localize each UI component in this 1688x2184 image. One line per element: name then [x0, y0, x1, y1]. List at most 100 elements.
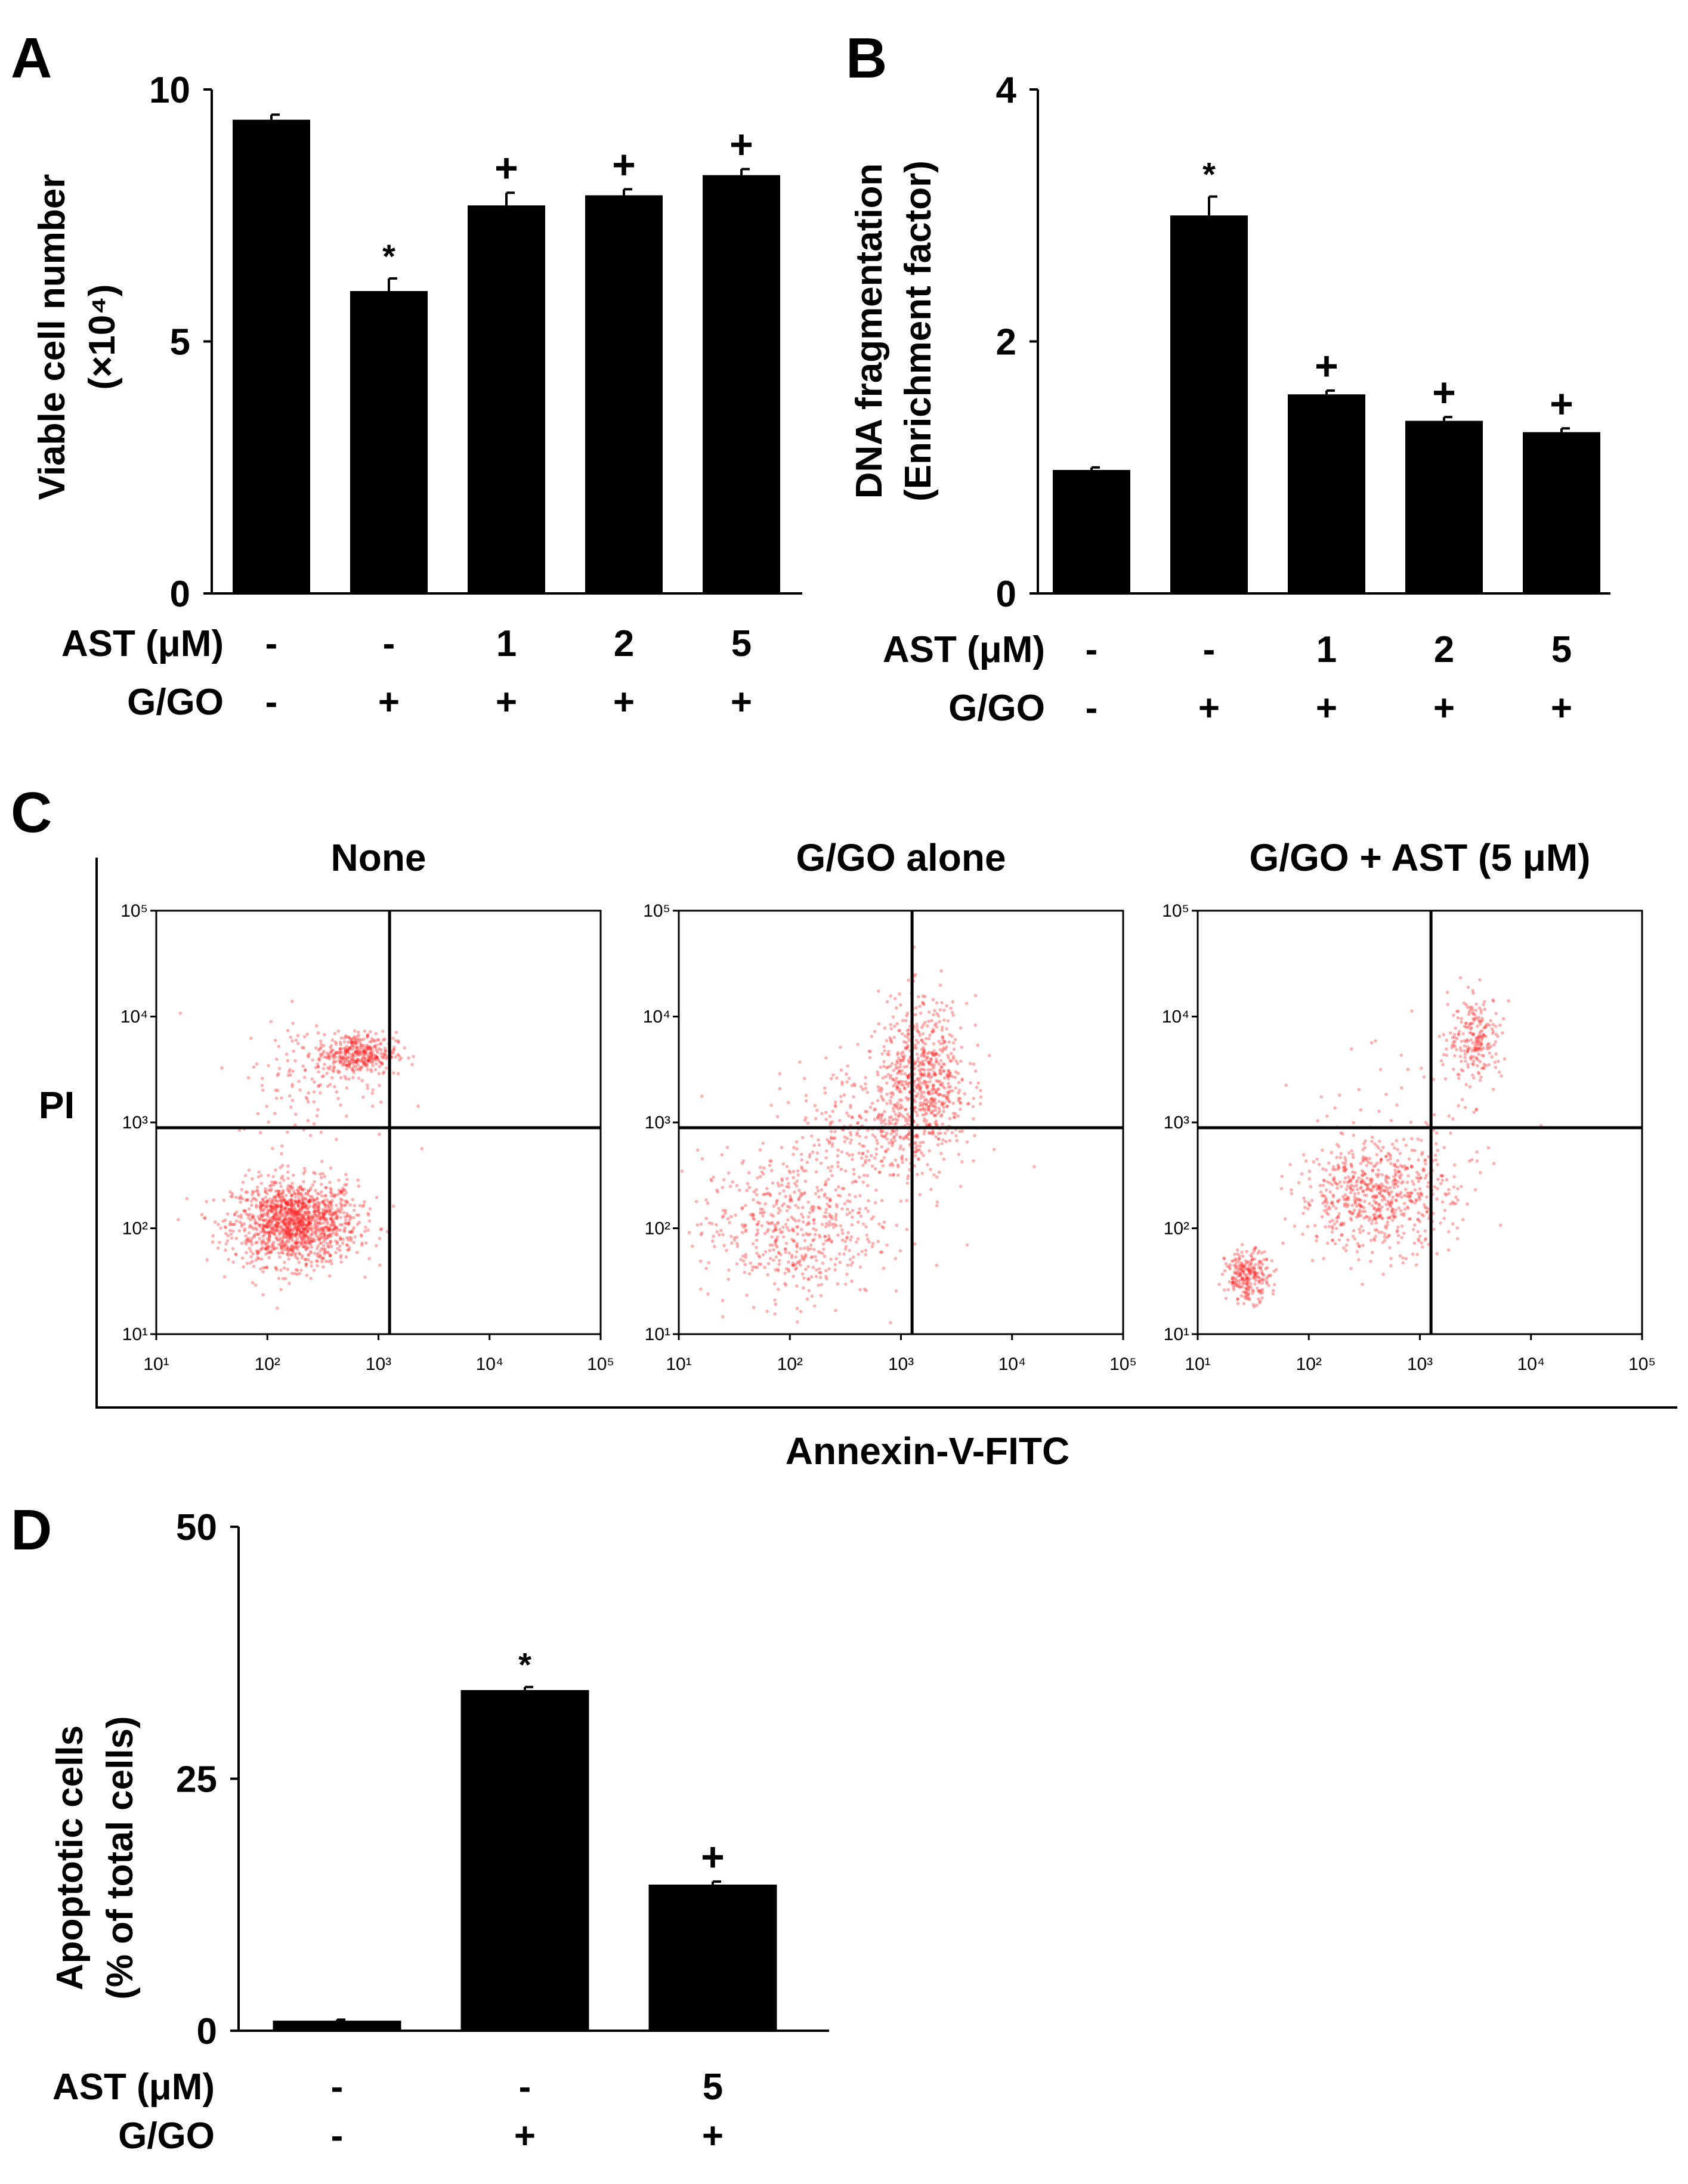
- panel-c-plot-3-cluster-2-dot: [1436, 1187, 1439, 1190]
- panel-c-plot-3-cluster-1-dot: [1260, 1288, 1265, 1291]
- panel-c-plot-1-cluster-2-dot: [378, 1059, 381, 1063]
- panel-c-plot-1-cluster-1-dot: [296, 1220, 300, 1224]
- panel-c-plot-1-cluster-2-dot: [341, 1056, 345, 1060]
- panel-c-plot-1-cluster-2-dot: [346, 1040, 350, 1044]
- panel-c-plot-1-cluster-1-dot: [349, 1216, 353, 1220]
- panel-c-plot-3-cluster-2-dot: [1403, 1164, 1406, 1168]
- panel-c-plot-1-cluster-1-dot: [299, 1226, 303, 1230]
- panel-c-plot-1-cluster-1-dot: [304, 1239, 307, 1243]
- panel-c-plot-3-cluster-1-dot: [1241, 1264, 1245, 1268]
- panel-c-plot-1-cluster-1-dot: [246, 1213, 251, 1217]
- panel-c-plot-1-cluster-1-dot: [308, 1200, 311, 1204]
- panel-c-plot-2-cluster-1-dot: [789, 1197, 793, 1201]
- panel-c-plot-3-cluster-2-dot: [1353, 1202, 1358, 1205]
- panel-c-plot-3-cluster-2-dot: [1340, 1233, 1343, 1237]
- panel-c-plot-1-cluster-2-dot: [350, 1041, 354, 1045]
- panel-c-plot-1-cluster-1-dot: [228, 1229, 232, 1232]
- panel-c-plot-3-cluster-2-dot: [1327, 1224, 1331, 1229]
- panel-c-plot-1-cluster-1-dot: [289, 1248, 293, 1251]
- panel-c-plot-2-cluster-3-dot: [827, 1140, 831, 1143]
- panel-c-plot-1-cluster-1-dot: [302, 1216, 306, 1220]
- panel-c-plot-3-cluster-1-dot: [1253, 1282, 1257, 1286]
- panel-c-plot-2-cluster-3-dot: [880, 1113, 883, 1117]
- panel-c-plot-2-cluster-3-dot: [939, 1093, 942, 1097]
- panel-c-plot-2-cluster-1-dot: [895, 1223, 899, 1227]
- panel-c-plot-3-cluster-2-dot: [1344, 1162, 1347, 1165]
- panel-c-plot-2-cluster-1-dot: [772, 1282, 777, 1286]
- panel-c-plot-2-cluster-3-dot: [862, 1173, 866, 1177]
- panel-c-plot-1-cluster-2-dot: [399, 1056, 403, 1060]
- panel-c-plot-2-cluster-1-dot: [905, 1227, 909, 1232]
- panel-c-plot-1-cluster-1-dot: [299, 1187, 303, 1190]
- panel-c-plot-1-cluster-1-dot: [228, 1190, 232, 1194]
- panel-c-plot-1-cluster-1-dot: [276, 1205, 280, 1208]
- panel-c-plot-2-cluster-2-dot: [916, 1123, 919, 1127]
- panel-c-plot-1-cluster-3-dot: [286, 1074, 290, 1077]
- panel-c-plot-3-cluster-1-dot: [1241, 1264, 1245, 1268]
- panel-c-plot-1-cluster-2-dot: [351, 1057, 355, 1062]
- panel-c-plot-2-cluster-3-dot: [862, 1144, 866, 1148]
- panel-c-plot-1-cluster-1-dot: [305, 1223, 309, 1227]
- panel-c-plot-2-cluster-1-dot: [785, 1184, 789, 1189]
- panel-a-ast-value-4: 5: [731, 623, 752, 664]
- panel-c-plot-1-cluster-1-dot: [311, 1205, 316, 1208]
- panel-d-ggo-value-2: +: [702, 2115, 724, 2157]
- panel-c-plot-2-cluster-2-dot: [935, 1204, 939, 1208]
- panel-c-plot-2-cluster-2-dot: [949, 1006, 953, 1010]
- panel-c-plot-1-cluster-1-dot: [293, 1208, 298, 1211]
- panel-c-plot-2-cluster-1-dot: [806, 1245, 809, 1249]
- panel-c-plot-1-cluster-1-dot: [249, 1218, 252, 1222]
- panel-c-plot-1-cluster-2-dot: [348, 1062, 352, 1066]
- panel-c-plot-2-cluster-2-dot: [951, 1041, 956, 1045]
- panel-c-plot-1-cluster-1-dot: [240, 1224, 244, 1228]
- panel-c-plot-2-cluster-1-dot: [759, 1263, 763, 1266]
- panel-c-plot-1-cluster-1-dot: [288, 1203, 292, 1207]
- panel-c-plot-2-cluster-1-dot: [845, 1212, 849, 1217]
- panel-c-plot-1-cluster-1-dot: [296, 1212, 300, 1216]
- panel-c-plot-1-cluster-2-dot: [332, 1069, 336, 1074]
- panel-c-plot-1-cluster-2-dot: [338, 1056, 342, 1059]
- panel-c-plot-2-cluster-2-dot: [964, 1001, 969, 1006]
- panel-c-plot-1-cluster-2-dot: [355, 1059, 358, 1062]
- panel-c-plot-2-ytick-label-3: 10⁴: [643, 1007, 670, 1027]
- panel-c-plot-1-cluster-1-dot: [277, 1221, 282, 1224]
- panel-c-plot-1-cluster-3-dot: [310, 1077, 314, 1081]
- panel-c-plot-1-cluster-2-dot: [379, 1051, 383, 1056]
- panel-c-plot-1-cluster-1-dot: [274, 1195, 277, 1199]
- panel-c-plot-3-cluster-2-dot: [1456, 1198, 1460, 1202]
- panel-c-plot-1-cluster-1-dot: [304, 1196, 308, 1201]
- panel-c-plot-2-cluster-1-dot: [862, 1287, 867, 1291]
- panel-c-plot-3-cluster-2-dot: [1395, 1199, 1398, 1202]
- panel-c-plot-3-cluster-2-dot: [1377, 1215, 1381, 1219]
- panel-c-plot-1-cluster-1-dot: [282, 1236, 286, 1239]
- panel-c-plot-3-cluster-2-dot: [1333, 1222, 1337, 1226]
- panel-c-plot-2-cluster-1-dot: [795, 1320, 799, 1324]
- panel-c-plot-1-cluster-1-dot: [329, 1233, 333, 1237]
- panel-c-plot-1-cluster-1-dot: [300, 1241, 304, 1245]
- panel-c-plot-1-cluster-1-dot: [327, 1233, 330, 1237]
- panel-c-plot-1-cluster-1-dot: [293, 1223, 296, 1227]
- panel-c-plot-3-cluster-1-dot: [1238, 1285, 1242, 1289]
- panel-c-plot-1-cluster-1-dot: [261, 1213, 264, 1217]
- panel-c-plot-2-cluster-2-dot: [894, 1082, 897, 1085]
- panel-c-plot-1-cluster-1-dot: [348, 1203, 352, 1207]
- panel-c-plot-1-cluster-2-dot: [348, 1046, 352, 1050]
- panel-c-plot-3-cluster-1-dot: [1233, 1257, 1237, 1261]
- panel-c-plot-2-cluster-2-dot: [890, 1140, 894, 1144]
- panel-c-plot-1-cluster-3-dot: [366, 1086, 370, 1090]
- panel-c-plot-1-cluster-1-dot: [337, 1178, 341, 1182]
- panel-c-plot-3-cluster-3-dot: [1471, 1032, 1476, 1036]
- panel-c-plot-3-cluster-1-dot: [1267, 1283, 1270, 1287]
- panel-c-plot-1-title: None: [331, 836, 426, 879]
- panel-c-plot-1-cluster-1-dot: [270, 1209, 274, 1213]
- panel-c-plot-1-cluster-1-dot: [327, 1245, 331, 1249]
- panel-c-plot-3-cluster-1-dot: [1243, 1279, 1247, 1282]
- panel-c-plot-3-cluster-2-dot: [1374, 1209, 1378, 1213]
- panel-c-plot-1-cluster-1-dot: [331, 1227, 335, 1231]
- panel-c-plot-2-cluster-1-dot: [792, 1175, 795, 1180]
- panel-c-plot-1-cluster-1-dot: [269, 1249, 273, 1253]
- panel-c-plot-3-cluster-1-dot: [1244, 1287, 1248, 1291]
- panel-c-plot-3-cluster-2-dot: [1380, 1216, 1384, 1220]
- panel-c-plot-3-cluster-2-dot: [1420, 1193, 1424, 1197]
- panel-c-plot-2-cluster-2-dot: [925, 1107, 929, 1111]
